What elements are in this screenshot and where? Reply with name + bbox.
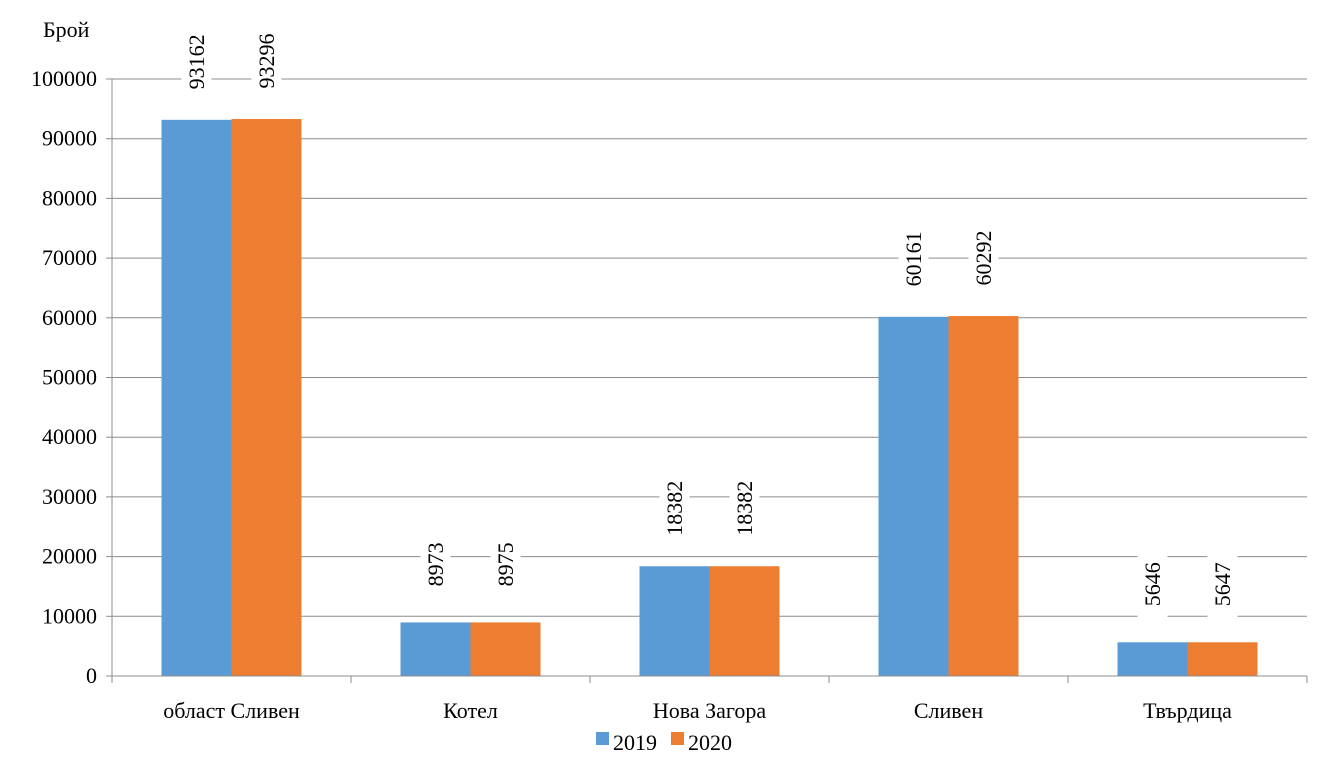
x-category-label: Сливен (914, 698, 983, 723)
y-axis-ticks: 0 10000 20000 30000 40000 50000 60000 70000 8000… (31, 66, 112, 688)
bars (161, 119, 1258, 676)
legend-swatch-2019 (596, 732, 609, 745)
x-axis-categories: област Сливен Котел Нова Загора Сливен Твърд… (163, 698, 1232, 723)
data-label: 18382 (732, 481, 757, 536)
data-label-bg (1207, 544, 1238, 625)
bar-2020 (948, 316, 1019, 676)
data-label: 18382 (662, 481, 687, 536)
bar-2019 (161, 119, 232, 676)
data-label-bg (659, 468, 690, 549)
gridlines (112, 78, 1307, 617)
bar-2020 (709, 566, 780, 676)
data-label: 5646 (1140, 562, 1165, 606)
y-tick-label: 60000 (42, 305, 97, 330)
bar-2019 (639, 566, 710, 676)
data-label: 5647 (1210, 562, 1235, 606)
data-label-bg (420, 524, 451, 605)
bar-2020 (470, 622, 541, 676)
bar-2019 (400, 622, 471, 676)
data-label-bg (968, 218, 999, 299)
legend-swatch-2020 (671, 732, 684, 745)
data-label-bg (1137, 544, 1168, 625)
y-tick-label: 100000 (31, 66, 97, 91)
data-label: 8973 (423, 542, 448, 586)
x-category-label: област Сливен (163, 698, 300, 723)
data-label-bg (181, 21, 212, 102)
x-category-label: Твърдица (1143, 698, 1232, 723)
bar-2019 (1117, 642, 1188, 676)
legend: 2019 2020 (596, 730, 732, 755)
x-category-label: Нова Загора (653, 698, 767, 723)
data-label: 60292 (971, 231, 996, 286)
bar-2020 (1187, 642, 1258, 676)
legend-label-2020: 2020 (688, 730, 732, 755)
y-tick-label: 10000 (42, 603, 97, 628)
data-label: 8975 (493, 542, 518, 586)
y-axis-label: Брой (43, 17, 90, 42)
legend-label-2019: 2019 (613, 730, 657, 755)
data-label: 60161 (901, 231, 926, 286)
y-tick-label: 0 (86, 663, 97, 688)
data-labels: 93162 93296 8973 8975 18382 18382 60161 60292 56… (181, 21, 1238, 625)
data-label-bg (729, 468, 760, 549)
bar-2019 (878, 316, 949, 676)
y-tick-label: 40000 (42, 424, 97, 449)
data-label-bg (251, 21, 282, 102)
axes (111, 79, 1308, 683)
data-label-bg (898, 218, 929, 299)
y-tick-label: 70000 (42, 245, 97, 270)
y-tick-label: 50000 (42, 365, 97, 390)
data-label: 93296 (254, 34, 279, 89)
data-label-bg (490, 524, 521, 605)
data-label: 93162 (184, 34, 209, 89)
bar-2020 (231, 119, 302, 676)
x-category-label: Котел (443, 698, 498, 723)
y-tick-label: 90000 (42, 126, 97, 151)
y-tick-label: 30000 (42, 484, 97, 509)
y-tick-label: 20000 (42, 544, 97, 569)
y-tick-label: 80000 (42, 185, 97, 210)
